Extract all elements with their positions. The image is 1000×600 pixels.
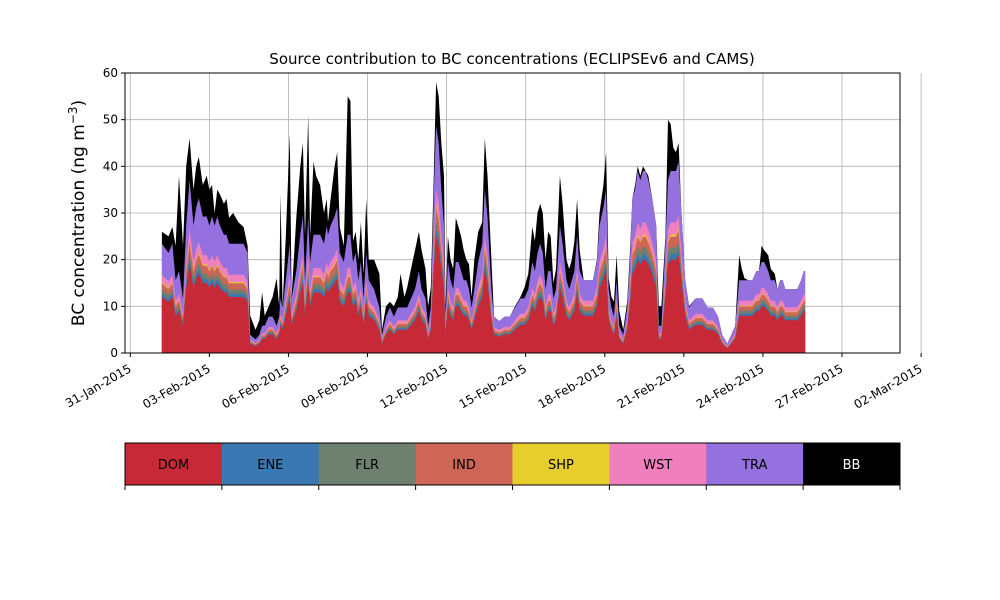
y-tick-label: 30	[103, 206, 118, 220]
x-tick-label: 27-Feb-2015	[773, 361, 846, 411]
x-tick-label: 18-Feb-2015	[536, 361, 609, 411]
y-tick-label: 50	[103, 113, 118, 127]
y-tick-label: 60	[103, 66, 118, 80]
legend-label-tra: TRA	[741, 458, 767, 473]
x-tick-label: 24-Feb-2015	[694, 361, 767, 411]
legend-label-bb: BB	[843, 458, 861, 473]
y-tick-label: 0	[110, 346, 118, 360]
legend-swatch-bb	[803, 443, 901, 485]
legend-swatch-dom	[125, 443, 223, 485]
legend-swatch-flr	[318, 443, 417, 485]
area-dom	[161, 236, 806, 353]
x-tick-label: 12-Feb-2015	[378, 361, 451, 411]
legend-swatch-tra	[706, 443, 804, 485]
x-tick-label: 02-Mar-2015	[851, 361, 924, 411]
y-tick-label: 20	[103, 253, 118, 267]
legend-swatch-ene	[221, 443, 320, 485]
y-axis-label: BC concentration (ng m−3)	[66, 100, 89, 326]
x-tick-label: 21-Feb-2015	[615, 361, 688, 411]
legend-label-flr: FLR	[355, 458, 379, 473]
y-axis: 0 10 20 30 40 50 60	[103, 66, 125, 360]
stacked-areas	[161, 82, 806, 354]
y-tick-label: 10	[103, 299, 118, 313]
y-tick-label: 40	[103, 159, 118, 173]
x-tick-label: 15-Feb-2015	[457, 361, 530, 411]
legend-colorbar: DOM ENE FLR IND SHP WST TRA BB	[124, 442, 901, 490]
legend-label-ind: IND	[452, 458, 476, 473]
x-tick-label: 09-Feb-2015	[298, 361, 371, 411]
legend-label-dom: DOM	[158, 458, 189, 473]
legend-label-ene: ENE	[257, 458, 283, 473]
legend-label-wst: WST	[643, 458, 672, 473]
legend-swatch-ind	[415, 443, 513, 485]
legend-swatch-wst	[609, 443, 707, 485]
x-tick-label: 06-Feb-2015	[219, 361, 292, 411]
chart-title: Source contribution to BC concentrations…	[269, 50, 754, 68]
x-axis: 31-Jan-2015 03-Feb-2015 06-Feb-2015 09-Feb-…	[63, 353, 925, 412]
x-tick-label: 31-Jan-2015	[63, 361, 134, 410]
x-tick-label: 03-Feb-2015	[140, 361, 213, 411]
legend-label-shp: SHP	[548, 458, 574, 473]
legend-swatch-shp	[512, 443, 610, 485]
